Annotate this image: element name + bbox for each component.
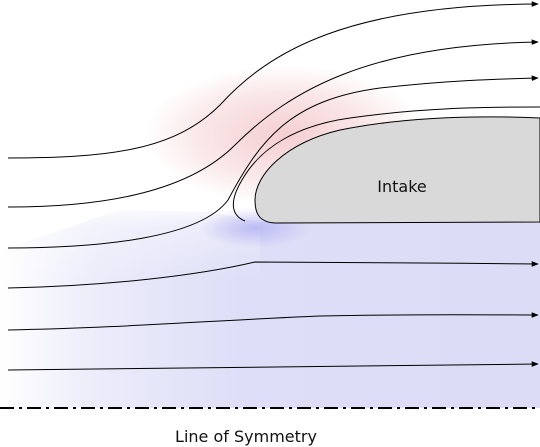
streamline-3 — [7, 75, 539, 249]
streamlines — [7, 1, 540, 371]
streamline-5 — [7, 261, 539, 289]
streamline-6 — [7, 312, 539, 331]
streamline-1 — [7, 1, 539, 159]
streamline-2 — [7, 39, 539, 208]
symmetry-line-label: Line of Symmetry — [175, 427, 317, 446]
flow-field-shading — [0, 65, 540, 408]
intake-label: Intake — [377, 177, 426, 196]
streamline-7 — [7, 361, 539, 371]
intake-body — [254, 116, 540, 224]
streamline-4 — [232, 106, 540, 222]
